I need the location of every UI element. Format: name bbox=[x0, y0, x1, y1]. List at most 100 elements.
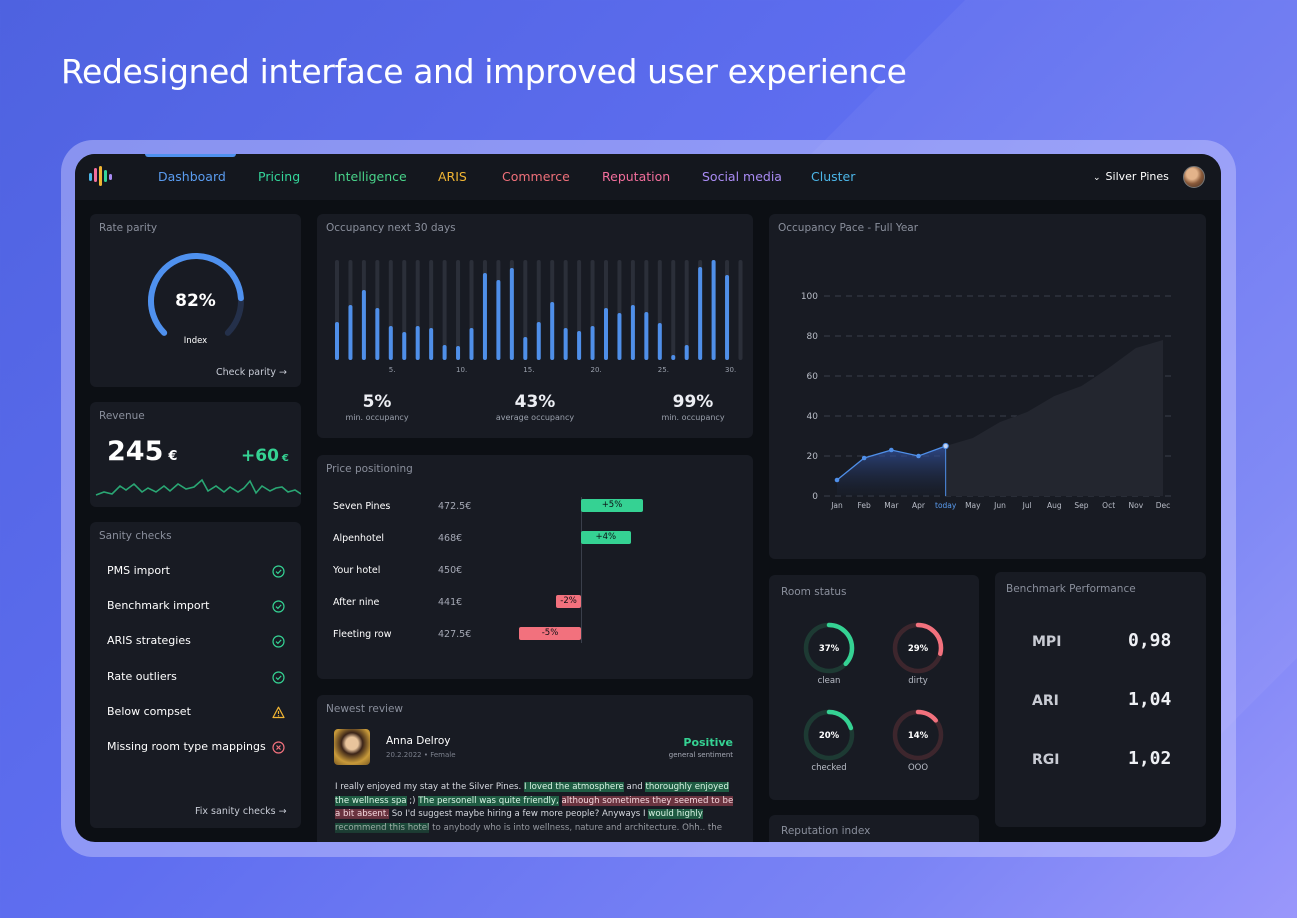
occupancy-stat-label: average occupancy bbox=[495, 413, 575, 422]
active-tab-indicator bbox=[145, 154, 236, 157]
donut-fill bbox=[803, 709, 855, 761]
occupancy-bar bbox=[442, 345, 447, 360]
card-title: Occupancy Pace - Full Year bbox=[778, 222, 919, 234]
revenue-currency: € bbox=[168, 449, 178, 464]
price-delta-bar: +5% bbox=[581, 499, 643, 512]
occupancy-pace-chart: 0 20 40 60 80 100 Jan Feb Mar Apr today May Jun Jul Au… bbox=[801, 292, 1174, 510]
competitor-name: Seven Pines bbox=[333, 501, 391, 512]
competitor-price: 450€ bbox=[438, 565, 463, 576]
card-title: Rate parity bbox=[99, 222, 158, 234]
benchmark-value: 1,04 bbox=[1128, 689, 1172, 710]
benchmark-value: 1,02 bbox=[1128, 748, 1172, 769]
room-status-donuts: 37% clean 29% dirty 20% checked 14% OOO bbox=[803, 622, 944, 773]
pace-x-tick: Feb bbox=[858, 501, 872, 510]
room-status-label: OOO bbox=[908, 763, 928, 773]
nav-tab-pricing[interactable]: Pricing bbox=[258, 169, 301, 184]
pace-x-tick: Jan bbox=[830, 501, 843, 510]
occupancy-bar bbox=[657, 323, 662, 360]
review-sentiment-label: general sentiment bbox=[668, 751, 733, 759]
nav-tab-dashboard[interactable]: Dashboard bbox=[158, 169, 226, 184]
occupancy-bar bbox=[563, 328, 568, 360]
sanity-check-row[interactable]: PMS import bbox=[107, 564, 170, 577]
sanity-check-row[interactable]: Benchmark import bbox=[107, 599, 210, 613]
sanity-check-row[interactable]: ARIS strategies bbox=[107, 634, 191, 648]
price-delta-bar: +4% bbox=[581, 531, 631, 544]
occupancy-bar-track bbox=[738, 260, 743, 360]
card-title: Reputation index bbox=[781, 825, 871, 837]
donut-fill bbox=[892, 622, 944, 674]
pace-data-point bbox=[861, 455, 867, 461]
fix-sanity-label: Fix sanity checks bbox=[195, 806, 276, 817]
gauge-fill bbox=[148, 253, 244, 336]
pace-x-tick: Aug bbox=[1047, 501, 1062, 510]
reputation-index-card: Reputation index bbox=[769, 815, 979, 842]
occupancy-bar bbox=[644, 312, 649, 360]
pace-x-tick: Jun bbox=[993, 501, 1006, 510]
room-status-card: Room status 37% clean 29% dirty 20% checked 14… bbox=[769, 575, 979, 800]
occupancy-bar-track bbox=[523, 260, 528, 360]
price-axis-line bbox=[581, 497, 582, 643]
occupancy-pace-card: Occupancy Pace - Full Year 0 20 40 60 80 100 J… bbox=[769, 214, 1206, 559]
pace-x-tick: Mar bbox=[884, 501, 899, 510]
hotel-selector[interactable]: ⌄ Silver Pines bbox=[1093, 170, 1169, 183]
pace-forecast-area bbox=[945, 340, 1163, 496]
sanity-check-row[interactable]: Below compset bbox=[107, 704, 191, 718]
room-status-label: clean bbox=[818, 676, 841, 686]
check-circle-icon bbox=[272, 635, 285, 648]
occupancy-tick-label: 20. bbox=[591, 366, 602, 374]
occupancy-30-chart: 5. 10. 15. 20. 25. 30. bbox=[335, 260, 743, 374]
check-circle-icon bbox=[272, 600, 285, 613]
rate-parity-gauge bbox=[148, 253, 244, 336]
pace-x-tick: Oct bbox=[1102, 501, 1115, 510]
pace-x-tick: May bbox=[965, 501, 981, 510]
card-title: Newest review bbox=[326, 703, 404, 715]
sanity-check-row[interactable]: Missing room type mappings bbox=[107, 740, 266, 753]
occupancy-bar bbox=[684, 345, 689, 360]
review-sentiment: Positive bbox=[683, 736, 733, 749]
competitor-name: Alpenhotel bbox=[333, 533, 385, 544]
nav-tab-cluster[interactable]: Cluster bbox=[811, 169, 856, 184]
benchmark-label: RGI bbox=[1032, 752, 1060, 768]
nav-tab-aris[interactable]: ARIS bbox=[438, 169, 467, 184]
competitor-price: 427.5€ bbox=[438, 629, 472, 640]
review-meta: 20.2.2022 • Female bbox=[386, 751, 456, 759]
occupancy-bar bbox=[604, 308, 608, 360]
pace-x-tick: Nov bbox=[1129, 501, 1144, 510]
occupancy-bar bbox=[698, 267, 703, 360]
card-title: Price positioning bbox=[326, 463, 413, 475]
app-logo-icon[interactable] bbox=[89, 166, 113, 188]
benchmark-card: Benchmark Performance MPI 0,98 ARI 1,04 RGI 1… bbox=[995, 572, 1206, 827]
fix-sanity-checks-link[interactable]: Fix sanity checks → bbox=[195, 806, 287, 817]
price-delta-bar: -2% bbox=[556, 595, 581, 608]
pace-y-tick: 40 bbox=[807, 412, 819, 422]
user-avatar[interactable] bbox=[1183, 166, 1205, 188]
card-title: Sanity checks bbox=[99, 530, 172, 542]
nav-tab-intelligence[interactable]: Intelligence bbox=[334, 169, 407, 184]
room-status-value: 37% bbox=[819, 644, 840, 654]
price-delta-bar: -5% bbox=[519, 627, 581, 640]
revenue-delta: +60 € bbox=[241, 446, 289, 466]
sanity-check-row[interactable]: Rate outliers bbox=[107, 669, 177, 683]
sanity-checks-card: Sanity checks PMS import Benchmark import… bbox=[90, 522, 301, 828]
occupancy-bar bbox=[482, 273, 487, 360]
card-title: Occupancy next 30 days bbox=[326, 222, 456, 234]
occupancy-bar bbox=[509, 268, 514, 360]
card-title: Revenue bbox=[99, 410, 145, 422]
nav-tab-commerce[interactable]: Commerce bbox=[502, 169, 570, 184]
nav-tab-reputation[interactable]: Reputation bbox=[602, 169, 671, 184]
revenue-sparkline bbox=[95, 478, 301, 496]
warning-triangle-icon bbox=[272, 706, 285, 718]
check-parity-link[interactable]: Check parity → bbox=[216, 367, 287, 378]
pace-y-tick: 80 bbox=[807, 332, 819, 342]
room-status-value: 29% bbox=[908, 644, 929, 654]
pace-y-tick: 100 bbox=[801, 292, 818, 302]
nav-tab-social-media[interactable]: Social media bbox=[702, 169, 782, 184]
newest-review-card: Newest review Anna Delroy 20.2.2022 • Fe… bbox=[317, 695, 753, 842]
occupancy-bar bbox=[429, 328, 434, 360]
occupancy-bar bbox=[550, 302, 555, 360]
revenue-delta-currency: € bbox=[281, 453, 289, 464]
benchmark-label: MPI bbox=[1032, 634, 1062, 650]
occupancy-bar bbox=[577, 331, 582, 360]
occupancy-bar bbox=[402, 332, 407, 360]
room-status-value: 20% bbox=[819, 731, 840, 741]
